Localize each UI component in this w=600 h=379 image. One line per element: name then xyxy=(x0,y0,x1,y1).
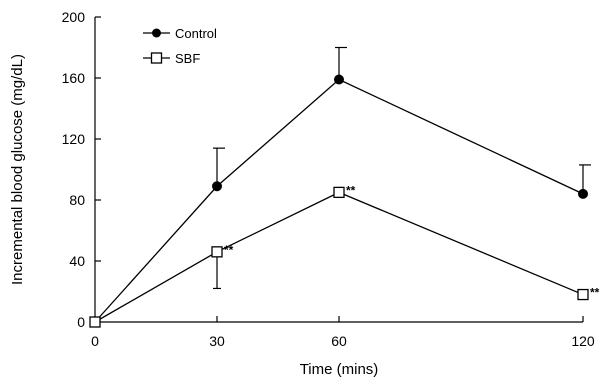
x-tick-label: 30 xyxy=(209,333,225,349)
legend-marker-square xyxy=(150,52,163,64)
x-tick-label: 60 xyxy=(331,333,347,349)
control-data-point xyxy=(212,181,222,192)
significance-label: ** xyxy=(346,183,356,197)
control-data-point xyxy=(334,74,344,85)
y-tick-label: 80 xyxy=(69,192,85,208)
tick-group: 0 40 80 120 160 200 0 30 60 120 xyxy=(62,9,595,349)
series-line xyxy=(94,191,584,323)
x-axis-title: Time (mins) xyxy=(300,361,379,378)
sbf-data-point xyxy=(89,316,101,328)
sbf-data-point xyxy=(333,186,345,199)
y-tick-label: 160 xyxy=(62,70,86,86)
series-control xyxy=(90,46,591,327)
sbf-data-point xyxy=(211,246,223,258)
control-data-point xyxy=(578,188,588,199)
series-layer: ** ** ** xyxy=(89,46,600,328)
x-tick-label: 120 xyxy=(571,333,595,349)
y-tick-label: 120 xyxy=(62,131,86,147)
legend-label: SBF xyxy=(175,51,200,66)
y-axis-title: Incremental blood glucose (mg/dL) xyxy=(9,54,26,285)
legend: Control SBF xyxy=(143,26,217,66)
y-tick-label: 200 xyxy=(62,9,86,25)
significance-label: ** xyxy=(224,243,234,257)
series-sbf: ** ** ** xyxy=(89,183,600,328)
legend-marker-circle xyxy=(152,28,161,38)
y-tick-label: 0 xyxy=(77,314,85,330)
significance-label: ** xyxy=(590,286,600,300)
sbf-data-point xyxy=(577,288,589,301)
x-tick-label: 0 xyxy=(91,333,99,349)
legend-label: Control xyxy=(175,26,217,41)
series-line xyxy=(94,78,584,323)
y-tick-label: 40 xyxy=(69,253,85,269)
